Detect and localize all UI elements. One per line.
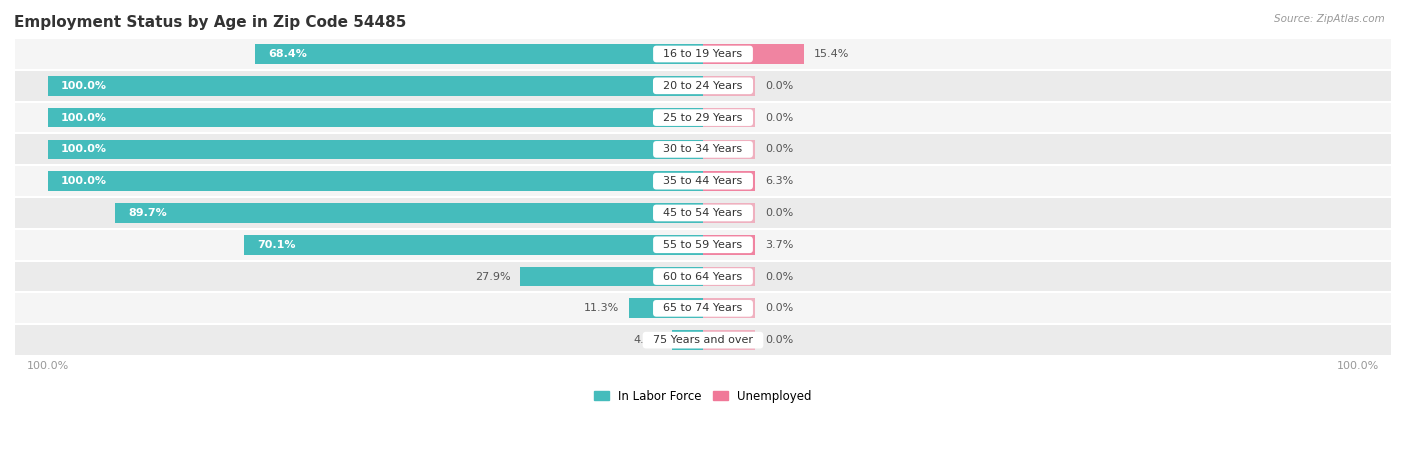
Bar [15,38,1391,70]
Text: 100.0%: 100.0% [60,176,107,186]
Text: 27.9%: 27.9% [475,271,510,282]
Text: 100.0%: 100.0% [60,144,107,154]
Bar [703,235,755,255]
Bar [15,292,1391,324]
Text: 70.1%: 70.1% [257,240,295,250]
Text: 35 to 44 Years: 35 to 44 Years [657,176,749,186]
Bar [15,70,1391,102]
Bar [254,44,703,64]
Bar [48,76,703,96]
Text: 89.7%: 89.7% [128,208,167,218]
Text: 3.7%: 3.7% [765,240,793,250]
Bar [15,165,1391,197]
Bar [703,203,755,223]
Bar [520,267,703,286]
Text: 15.4%: 15.4% [814,49,849,59]
Text: 75 Years and over: 75 Years and over [645,335,761,345]
Bar [703,171,755,191]
Text: 45 to 54 Years: 45 to 54 Years [657,208,749,218]
Text: Employment Status by Age in Zip Code 54485: Employment Status by Age in Zip Code 544… [14,15,406,30]
Text: 11.3%: 11.3% [583,303,619,313]
Text: 0.0%: 0.0% [765,335,793,345]
Bar [15,229,1391,261]
Bar [703,76,755,96]
Text: 0.0%: 0.0% [765,81,793,91]
Text: 30 to 34 Years: 30 to 34 Years [657,144,749,154]
Text: 68.4%: 68.4% [269,49,307,59]
Bar [48,140,703,159]
Text: 100.0%: 100.0% [60,81,107,91]
Bar [703,330,755,350]
Bar [15,102,1391,134]
Text: Source: ZipAtlas.com: Source: ZipAtlas.com [1274,14,1385,23]
Text: 0.0%: 0.0% [765,112,793,122]
Text: 0.0%: 0.0% [765,208,793,218]
Bar [672,330,703,350]
Text: 6.3%: 6.3% [765,176,793,186]
Bar [703,108,755,127]
Text: 55 to 59 Years: 55 to 59 Years [657,240,749,250]
Text: 20 to 24 Years: 20 to 24 Years [657,81,749,91]
Bar [703,44,804,64]
Text: 0.0%: 0.0% [765,271,793,282]
Text: 100.0%: 100.0% [60,112,107,122]
Bar [15,324,1391,356]
Bar [48,108,703,127]
Text: 16 to 19 Years: 16 to 19 Years [657,49,749,59]
Bar [243,235,703,255]
Bar [15,134,1391,165]
Text: 0.0%: 0.0% [765,303,793,313]
Text: 0.0%: 0.0% [765,144,793,154]
Text: 65 to 74 Years: 65 to 74 Years [657,303,749,313]
Bar [115,203,703,223]
Bar [703,267,755,286]
Bar [703,140,755,159]
Bar [15,261,1391,292]
Bar [15,197,1391,229]
Text: 4.7%: 4.7% [634,335,662,345]
Bar [703,298,755,318]
Text: 25 to 29 Years: 25 to 29 Years [657,112,749,122]
Bar [628,298,703,318]
Bar [48,171,703,191]
Legend: In Labor Force, Unemployed: In Labor Force, Unemployed [589,385,817,407]
Text: 60 to 64 Years: 60 to 64 Years [657,271,749,282]
